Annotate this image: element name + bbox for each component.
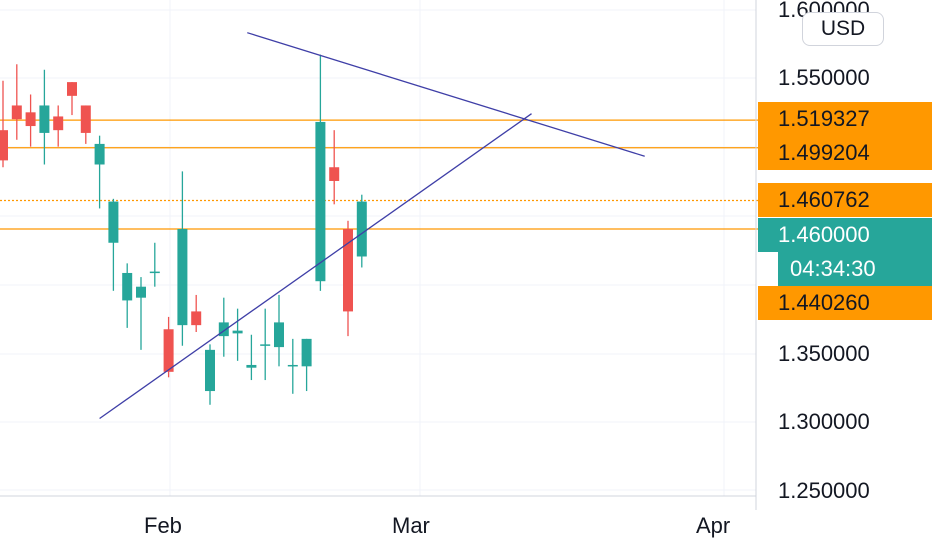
candle-body	[53, 116, 64, 131]
y-tick-label: 1.550000	[778, 65, 870, 90]
candle-body	[80, 105, 91, 133]
countdown-label: 04:34:30	[778, 252, 932, 286]
candle-up	[177, 171, 188, 346]
trendline	[247, 32, 645, 157]
candle-body	[0, 130, 8, 161]
candle-up	[356, 194, 367, 268]
candle-body	[122, 272, 133, 301]
trendlines[interactable]	[99, 32, 645, 420]
candle-body	[67, 82, 77, 96]
candle-down	[53, 105, 64, 147]
y-tick-label: 1.250000	[778, 478, 870, 503]
candle-up	[232, 308, 243, 361]
candle-down	[329, 130, 340, 205]
candle-down	[67, 82, 77, 116]
currency-button[interactable]: USD	[802, 12, 884, 46]
price-level-label: 1.460762	[758, 183, 932, 217]
candle-down	[163, 316, 174, 378]
price-level-label: 1.499204	[758, 136, 932, 170]
candle-body	[191, 311, 202, 326]
candle-up	[218, 297, 229, 357]
candle-body	[205, 349, 215, 392]
candle-up	[94, 135, 105, 209]
candle-up	[274, 294, 284, 367]
price-level-label: 1.519327	[758, 102, 932, 136]
candle-body	[11, 105, 22, 120]
x-tick-label: Feb	[144, 513, 182, 538]
y-tick-label: 1.350000	[778, 341, 870, 366]
candle-up	[136, 277, 146, 350]
candle-body	[356, 201, 367, 257]
candle-body	[136, 286, 146, 298]
candle-up	[108, 198, 119, 291]
candle-up	[287, 338, 298, 394]
candle-body	[274, 322, 284, 348]
candle-down	[80, 105, 91, 144]
candle-down	[11, 64, 22, 140]
candle-down	[0, 80, 8, 168]
x-tick-label: Apr	[696, 513, 731, 538]
last-price-label: 1.460000	[758, 218, 932, 252]
candle-body	[232, 330, 243, 334]
candle-body	[108, 201, 119, 243]
candle-down	[25, 94, 36, 147]
candle-up	[205, 344, 215, 405]
candle-body	[39, 105, 50, 133]
candle-up	[149, 242, 160, 287]
candle-body	[25, 112, 36, 127]
candle-up	[122, 263, 133, 328]
candle-body	[301, 338, 312, 367]
candle-body	[287, 364, 298, 367]
x-tick-label: Mar	[392, 513, 430, 538]
y-tick-label: 1.300000	[778, 409, 870, 434]
candle-body	[163, 329, 174, 372]
candle-down	[343, 220, 353, 337]
candles	[0, 54, 367, 405]
price-level-label: 1.440260	[758, 286, 932, 320]
candle-body	[260, 344, 271, 346]
candle-body	[246, 364, 257, 368]
candle-up	[39, 69, 50, 165]
candle-up	[301, 338, 312, 392]
candle-body	[177, 229, 188, 326]
candle-body	[218, 322, 229, 337]
candle-up	[315, 54, 326, 291]
candle-body	[149, 271, 160, 274]
candle-up	[246, 334, 257, 381]
candle-up	[260, 308, 271, 381]
candle-body	[343, 229, 353, 312]
trendline	[99, 113, 532, 420]
candle-body	[315, 121, 326, 282]
candle-body	[329, 167, 340, 181]
candle-body	[94, 143, 105, 165]
horizontal-levels	[0, 119, 758, 230]
candle-down	[191, 294, 202, 333]
grid-lines	[0, 0, 756, 496]
